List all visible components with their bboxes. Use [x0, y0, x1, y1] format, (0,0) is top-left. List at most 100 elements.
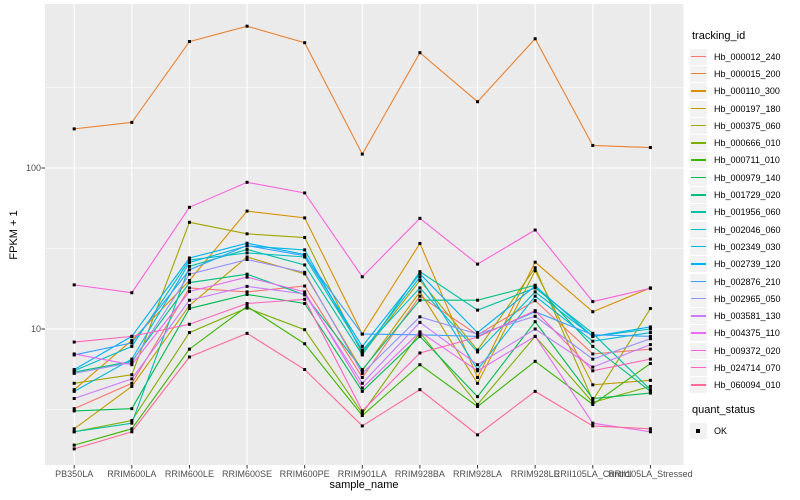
- data-point: [187, 331, 191, 335]
- data-point: [245, 304, 249, 308]
- data-point: [648, 388, 652, 392]
- x-tick-label: RRII105LA_Stressed: [608, 469, 693, 479]
- legend-item: Hb_001956_060: [690, 204, 798, 221]
- data-point: [533, 284, 537, 288]
- legend-item: Hb_002349_030: [690, 238, 798, 255]
- data-point: [303, 284, 307, 288]
- data-point: [245, 284, 249, 288]
- data-point: [130, 344, 134, 348]
- data-point: [303, 216, 307, 220]
- data-point: [476, 348, 480, 352]
- data-point: [418, 270, 422, 274]
- x-tick-label: PB350LA: [55, 469, 94, 479]
- legend-color-line: [691, 72, 706, 75]
- data-point: [648, 430, 652, 434]
- data-point: [245, 290, 249, 294]
- data-point: [591, 143, 595, 147]
- data-point: [533, 228, 537, 232]
- data-point: [130, 363, 134, 367]
- data-point: [591, 344, 595, 348]
- legend-color-line: [691, 176, 706, 179]
- data-point: [648, 331, 652, 335]
- data-point: [72, 283, 76, 287]
- legend-label: Hb_001956_060: [714, 207, 781, 218]
- legend-key-icon: [690, 48, 707, 65]
- data-point: [187, 322, 191, 326]
- data-point: [303, 248, 307, 252]
- data-point: [418, 294, 422, 298]
- data-point: [130, 357, 134, 361]
- data-point: [130, 427, 134, 431]
- data-point: [245, 251, 249, 255]
- legend-key-icon: [690, 308, 707, 325]
- data-point: [187, 220, 191, 224]
- legend-key-icon: [690, 65, 707, 82]
- data-point: [360, 424, 364, 428]
- data-point: [648, 347, 652, 351]
- legend-color-line: [691, 297, 706, 300]
- data-point: [648, 286, 652, 290]
- data-point: [303, 254, 307, 258]
- data-point: [187, 256, 191, 260]
- data-point: [591, 383, 595, 387]
- legend-label: Hb_002876_210: [714, 276, 781, 287]
- data-point: [360, 371, 364, 375]
- data-point: [533, 260, 537, 264]
- data-point: [648, 391, 652, 395]
- data-point: [591, 397, 595, 401]
- x-axis-title: sample_name: [329, 479, 399, 491]
- data-point: [72, 407, 76, 411]
- x-tick-label: RRII105LA_Control: [553, 469, 632, 479]
- data-point: [303, 297, 307, 301]
- data-point: [418, 351, 422, 355]
- data-point: [303, 236, 307, 240]
- legend-item: Hb_000666_010: [690, 134, 798, 152]
- y-tick-label: 10: [30, 324, 41, 334]
- quant-legend-label: OK: [714, 425, 728, 436]
- data-point: [476, 335, 480, 339]
- data-point: [303, 368, 307, 372]
- data-point: [245, 255, 249, 259]
- data-point: [72, 427, 76, 431]
- legend-color-line: [691, 349, 706, 352]
- data-point: [360, 386, 364, 390]
- data-point: [418, 388, 422, 392]
- quant-legend-item: OK: [690, 422, 798, 439]
- data-point: [591, 400, 595, 404]
- data-point: [130, 120, 134, 124]
- data-point: [418, 279, 422, 283]
- data-point: [533, 334, 537, 338]
- data-point: [476, 308, 480, 312]
- data-point: [533, 294, 537, 298]
- legend-key-icon: [690, 135, 707, 152]
- data-point: [360, 152, 364, 156]
- data-point: [72, 409, 76, 413]
- legend-item: Hb_000015_200: [690, 65, 798, 82]
- legend-color-line: [691, 124, 706, 127]
- data-point: [187, 264, 191, 268]
- data-point: [245, 244, 249, 248]
- legend-label: Hb_004375_110: [714, 328, 780, 339]
- data-point: [418, 330, 422, 334]
- legend-label: Hb_000012_240: [714, 51, 781, 62]
- legend-key-icon: [690, 273, 707, 290]
- legend-item: Hb_024714_070: [690, 359, 798, 376]
- data-point: [245, 275, 249, 279]
- x-tick-label: RRIM928LE: [510, 469, 560, 479]
- data-point: [533, 320, 537, 324]
- legend-color-line: [691, 194, 706, 196]
- y-tick-label: 100: [25, 163, 41, 173]
- legend-key-icon: [690, 377, 707, 394]
- data-point: [72, 388, 76, 392]
- data-point: [360, 389, 364, 393]
- legend-key-icon: [690, 204, 707, 221]
- legend-item: Hb_001729_020: [690, 186, 798, 204]
- data-point: [533, 359, 537, 363]
- data-point: [303, 302, 307, 306]
- data-point: [533, 314, 537, 318]
- data-point: [360, 344, 364, 348]
- legend-label: Hb_000979_140: [714, 172, 781, 183]
- data-point: [648, 327, 652, 331]
- data-point: [533, 269, 537, 273]
